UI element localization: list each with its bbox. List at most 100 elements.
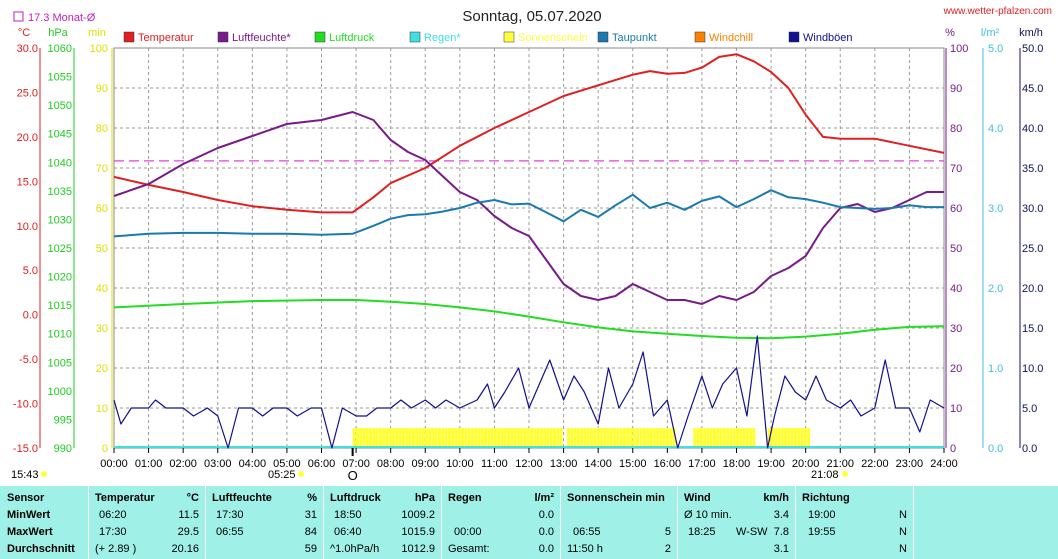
- rain-max-val: 0.0: [538, 526, 554, 538]
- y-tick-label-humidity: 40: [950, 283, 962, 295]
- legend-swatch: [788, 31, 800, 43]
- y-tick-label-pressure: 1015: [48, 300, 72, 312]
- sunshine-bar: [464, 428, 468, 448]
- series-luftdruck: [113, 299, 945, 340]
- legend-swatch: [694, 31, 706, 43]
- sunshine-bar: [662, 428, 666, 448]
- stats-col-sensor: Sensor MinWert MaxWert Durchschnitt: [0, 486, 89, 559]
- sunshine-bar: [530, 428, 534, 448]
- y-tick-label-minutes: 40: [96, 283, 108, 295]
- sunshine-bar: [777, 428, 781, 448]
- stats-col-temperatur: Temperatur °C 06:20 11.5 17:30 29.5 (+ 2.89…: [89, 486, 206, 559]
- press-max-time: 06:40: [334, 526, 362, 538]
- dir-max-time: 19:55: [808, 526, 836, 538]
- y-tick-label-humidity: 80: [950, 123, 962, 135]
- y-tick-label-temp: 0.0: [23, 310, 38, 322]
- sunshine-bar: [596, 428, 600, 448]
- sunshine-bar: [520, 428, 524, 448]
- weather-chart: 00:00 01:00 02:00 03:00 04:00 05:00 06:00 07:00…: [11, 6, 1052, 483]
- sunshine-bar: [780, 428, 784, 448]
- sunshine-bar: [375, 428, 379, 448]
- x-tick-label: 22:00: [861, 458, 889, 470]
- y-tick-label-rain: 2.0: [988, 283, 1003, 295]
- sunshine-bar: [539, 428, 543, 448]
- y-tick-label-pressure: 1010: [48, 329, 72, 341]
- sunshine-bar: [719, 428, 723, 448]
- sunshine-bar: [586, 428, 590, 448]
- x-tick-label: 19:00: [757, 458, 785, 470]
- sunshine-bar: [797, 428, 801, 448]
- rain-title: Regen: [448, 492, 482, 504]
- sunshine-bar: [722, 428, 726, 448]
- sunshine-bar: [428, 428, 432, 448]
- sunshine-bar: [706, 428, 710, 448]
- sunshine-bar: [408, 428, 412, 448]
- site-link[interactable]: www.wetter-pfalzen.com: [943, 6, 1052, 17]
- y-tick-label-temp: 30.0: [17, 43, 38, 55]
- sunshine-bar: [803, 428, 807, 448]
- x-tick-label: 07:00: [342, 458, 370, 470]
- sunshine-bar: [606, 428, 610, 448]
- wind-min-val: 3.4: [773, 509, 789, 521]
- unit-temp: °C: [18, 27, 30, 39]
- x-tick-label: 02:00: [169, 458, 197, 470]
- sunshine-bar: [497, 428, 501, 448]
- sunshine-bar: [447, 428, 451, 448]
- sunshine-bar: [418, 428, 422, 448]
- sunrise-icon: [298, 471, 304, 477]
- sunshine-bar: [599, 428, 603, 448]
- y-tick-label-pressure: 1055: [48, 72, 72, 84]
- monthly-avg-icon: [13, 11, 24, 22]
- sunshine-bar: [593, 428, 597, 448]
- temp-avg-val: 20.16: [171, 543, 199, 555]
- sunshine-bar: [352, 428, 356, 448]
- sunshine-bar: [703, 428, 707, 448]
- row-label-avg: Durchschnitt: [7, 543, 75, 555]
- x-tick-label: 10:00: [446, 458, 474, 470]
- stats-col-sonnenschein: Sonnenschein min 06:55 5 11:50 h 2: [561, 486, 678, 559]
- x-tick-label: 21:00: [826, 458, 854, 470]
- sunshine-bar: [533, 428, 537, 448]
- y-tick-label-pressure: 1040: [48, 157, 72, 169]
- sunshine-bar: [355, 428, 359, 448]
- sunshine-bar: [526, 428, 530, 448]
- sunshine-bar: [613, 428, 617, 448]
- sun-icon: [41, 471, 47, 477]
- legend-label: Windböen: [803, 32, 853, 44]
- sunshine-bar: [484, 428, 488, 448]
- y-tick-label-minutes: 60: [96, 203, 108, 215]
- sunshine-bar: [359, 428, 363, 448]
- sunshine-bar: [559, 428, 563, 448]
- x-tick-label: 20:00: [792, 458, 820, 470]
- x-tick-label: 17:00: [688, 458, 716, 470]
- y-tick-label-temp: 10.0: [17, 221, 38, 233]
- y-tick-label-pressure: 1060: [48, 43, 72, 55]
- press-avg-extra: ^1.0hPa/h: [330, 543, 380, 555]
- y-tick-label-temp: 15.0: [17, 176, 38, 188]
- sunshine-bar: [392, 428, 396, 448]
- stats-table: Sensor MinWert MaxWert Durchschnitt Temp…: [0, 486, 1058, 559]
- legend-label: Taupunkt: [612, 32, 657, 44]
- sunshine-bar: [567, 428, 571, 448]
- sunshine-bar: [767, 428, 771, 448]
- sunshine-bar: [629, 428, 633, 448]
- hum-max-val: 84: [304, 526, 317, 538]
- sunshine-bar: [474, 428, 478, 448]
- y-tick-label-rain: 3.0: [988, 203, 1003, 215]
- sunshine-bar: [516, 428, 520, 448]
- sunshine-bar: [726, 428, 730, 448]
- sunshine-bar: [784, 428, 788, 448]
- y-tick-label-minutes: 20: [96, 363, 108, 375]
- legend-label: Luftdruck: [329, 32, 375, 44]
- sunshine-bar: [395, 428, 399, 448]
- legend-swatch: [597, 31, 609, 43]
- y-tick-label-pressure: 1020: [48, 272, 72, 284]
- sunshine-bar: [672, 428, 676, 448]
- x-tick-label: 09:00: [411, 458, 439, 470]
- sunshine-bar: [467, 428, 471, 448]
- y-tick-label-humidity: 30: [950, 323, 962, 335]
- sunshine-bar: [787, 428, 791, 448]
- sunshine-bar: [507, 428, 511, 448]
- x-tick-label: 05:00: [273, 458, 301, 470]
- sunshine-bar: [372, 428, 376, 448]
